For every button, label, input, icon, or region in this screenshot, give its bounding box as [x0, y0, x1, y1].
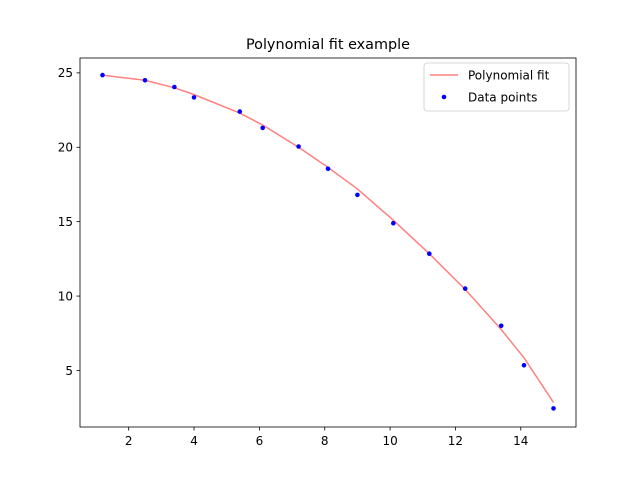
legend-box [423, 62, 570, 112]
legend-label: Polynomial fit [468, 68, 550, 82]
x-tick-label: 12 [448, 434, 463, 448]
x-tick-label: 6 [256, 434, 264, 448]
axes-frame [79, 57, 577, 428]
data-point [142, 78, 148, 83]
y-tick-label: 20 [58, 141, 73, 155]
x-tick-label: 2 [125, 434, 133, 448]
data-point [462, 286, 468, 291]
x-tick-label: 10 [382, 434, 397, 448]
axes: 2 4 6 8 10 12 14 5 10 15 20 25 [58, 57, 577, 448]
data-point [191, 95, 197, 100]
data-point [325, 166, 331, 172]
chart-title: Polynomial fit example [246, 37, 410, 53]
data-point [237, 109, 243, 114]
x-tick-label: 4 [190, 434, 198, 448]
x-tick-label: 8 [321, 434, 329, 448]
data-point [551, 406, 556, 411]
data-point [427, 251, 432, 256]
data-point [172, 84, 177, 90]
data-point [296, 144, 301, 149]
legend-point-swatch [441, 94, 447, 100]
data-point [521, 363, 527, 368]
data-point [498, 323, 504, 329]
data-point [355, 192, 360, 198]
data-point [391, 220, 396, 226]
x-tick-label: 14 [513, 434, 528, 448]
data-point [100, 72, 105, 78]
y-tick-label: 25 [58, 66, 73, 80]
y-tick-label: 15 [58, 215, 73, 229]
data-point [260, 125, 266, 131]
plot-area [100, 72, 556, 411]
y-tick-label: 10 [58, 289, 73, 303]
legend: Polynomial fit Data points [423, 62, 570, 112]
legend-label: Data points [468, 90, 537, 104]
y-tick-label: 5 [65, 364, 73, 378]
